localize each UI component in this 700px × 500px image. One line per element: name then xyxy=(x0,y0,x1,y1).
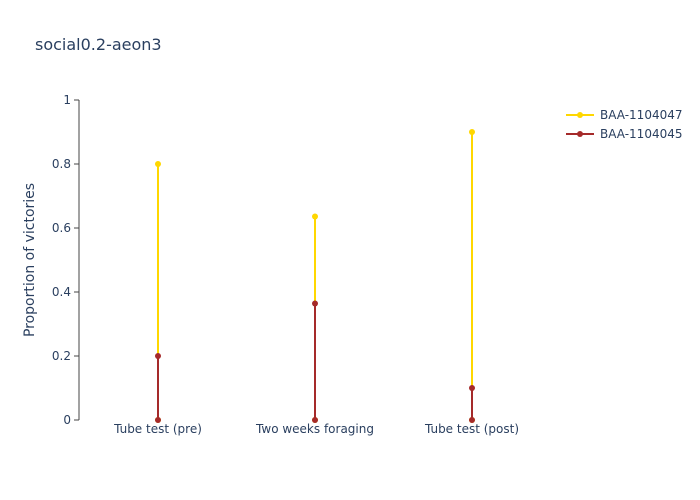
x-tick-label: Two weeks foraging xyxy=(255,422,374,436)
data-point-base xyxy=(155,417,161,423)
legend[interactable]: BAA-1104047 BAA-1104045 xyxy=(566,108,683,141)
x-tick-label: Tube test (post) xyxy=(424,422,519,436)
y-tick-label: 0 xyxy=(63,413,71,427)
data-point xyxy=(469,129,475,135)
axes: 0 0.2 0.4 0.6 0.8 1 Tube test (pre) Two weeks f… xyxy=(52,93,519,436)
data-point-base xyxy=(469,417,475,423)
data-point-base xyxy=(312,417,318,423)
y-tick-label: 0.6 xyxy=(52,221,71,235)
legend-swatch-marker xyxy=(577,131,583,137)
legend-swatch-marker xyxy=(577,112,583,118)
data-point xyxy=(312,300,318,307)
legend-label: BAA-1104045 xyxy=(600,127,683,141)
data-point xyxy=(469,385,475,391)
y-axis-label: Proportion of victories xyxy=(22,183,38,337)
y-tick-label: 0.4 xyxy=(52,285,71,299)
x-tick-label: Tube test (pre) xyxy=(113,422,202,436)
data-point xyxy=(155,353,161,359)
y-tick-label: 0.8 xyxy=(52,157,71,171)
series-layer xyxy=(155,129,475,423)
legend-item[interactable]: BAA-1104047 xyxy=(566,108,683,122)
data-point xyxy=(155,161,161,167)
series-BAA-1104045 xyxy=(155,300,475,423)
y-tick-label: 0.2 xyxy=(52,349,71,363)
y-tick-label: 1 xyxy=(63,93,71,107)
chart-title: social0.2-aeon3 xyxy=(35,35,162,54)
legend-item[interactable]: BAA-1104045 xyxy=(566,127,683,141)
data-point xyxy=(312,213,318,220)
legend-label: BAA-1104047 xyxy=(600,108,683,122)
